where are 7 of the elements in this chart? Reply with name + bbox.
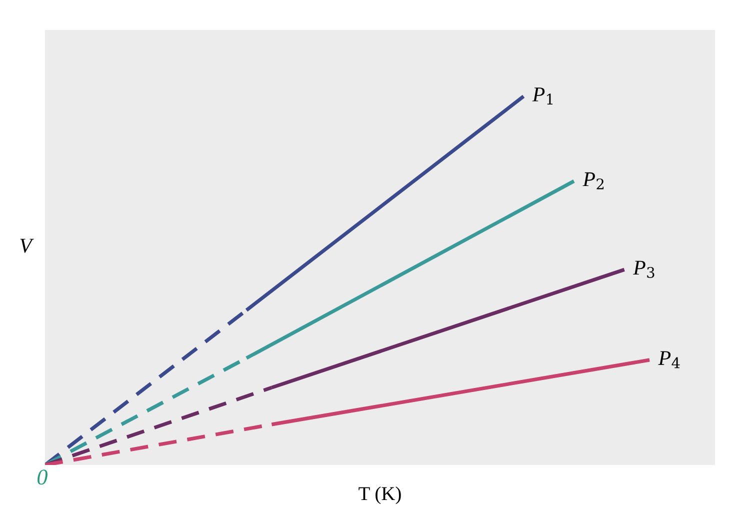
text: 0 [38,470,48,485]
series-label: P$_{1}$ [532,88,553,104]
x-axis-title: T (K) [358,486,401,504]
y-axis-title: V [20,238,34,253]
series-label: P$_{4}$ [658,351,680,368]
series-label: P$_{3}$ [633,260,654,278]
series-label: P$_{2}$ [582,172,604,190]
